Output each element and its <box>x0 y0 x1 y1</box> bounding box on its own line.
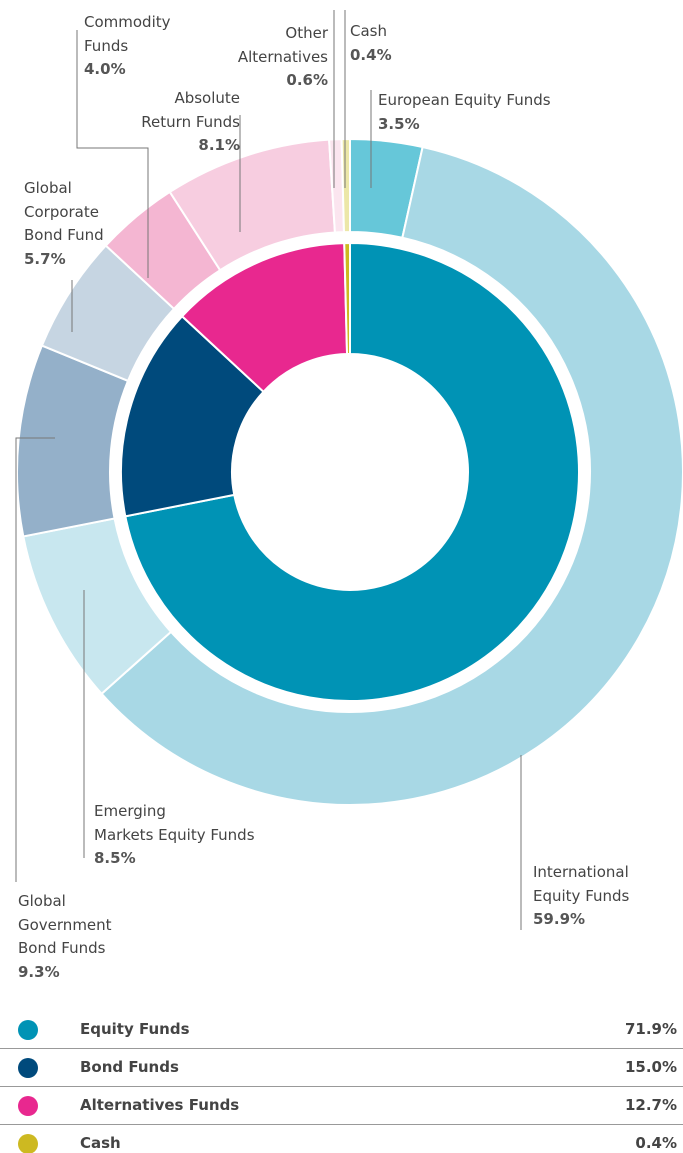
inner-segment <box>120 314 265 518</box>
segment-value: 0.4% <box>350 45 392 64</box>
leader-line <box>76 30 149 278</box>
segment-name: Global Corporate Bond Fund <box>24 179 104 244</box>
legend-name: Cash <box>80 1134 121 1152</box>
segment-label: Commodity Funds 4.0% <box>84 11 171 82</box>
legend-row: Bond Funds 15.0% <box>0 1049 683 1087</box>
segment-label: Global Corporate Bond Fund 5.7% <box>24 177 104 271</box>
segment-label: Absolute Return Funds 8.1% <box>141 87 240 158</box>
segment-value: 8.1% <box>198 136 240 154</box>
legend-name: Bond Funds <box>80 1058 179 1076</box>
legend-name: Alternatives Funds <box>80 1096 240 1114</box>
segment-name: Cash <box>350 22 387 40</box>
segment-label: Other Alternatives 0.6% <box>238 22 328 93</box>
legend-value: 71.9% <box>624 1020 677 1038</box>
inner-segment <box>343 241 351 356</box>
chart <box>15 10 683 930</box>
segment-name: Other Alternatives <box>237 24 328 66</box>
outer-segment <box>340 137 351 234</box>
legend-marker <box>18 1058 38 1078</box>
segment-value: 4.0% <box>84 60 126 78</box>
segment-value: 3.5% <box>378 114 420 133</box>
legend-value: 0.4% <box>635 1134 677 1152</box>
legend-marker <box>18 1020 38 1040</box>
segment-name: Absolute Return Funds <box>141 89 240 131</box>
inner-segment <box>124 241 580 702</box>
segment-name: International Equity Funds <box>533 863 630 905</box>
segment-value: 5.7% <box>24 249 66 268</box>
legend-separator <box>0 1086 683 1087</box>
segment-value: 0.6% <box>286 71 328 89</box>
segment-value: 9.3% <box>18 962 60 981</box>
legend-value: 15.0% <box>624 1058 677 1076</box>
segment-name: Emerging Markets Equity Funds <box>94 802 255 844</box>
legend-row: Cash 0.4% <box>0 1125 683 1153</box>
legend-value: 12.7% <box>624 1096 677 1114</box>
legend-row: Alternatives Funds 12.7% <box>0 1087 683 1125</box>
segment-name: European Equity Funds <box>378 91 551 109</box>
segment-label: International Equity Funds 59.9% <box>533 861 629 932</box>
segment-name: Global Government Bond Funds <box>18 892 112 957</box>
leader-line <box>15 437 55 882</box>
leader-lines <box>15 10 522 930</box>
legend-separator <box>0 1048 683 1049</box>
outer-segment <box>100 145 683 806</box>
legend-row: Equity Funds 71.9% <box>0 1011 683 1049</box>
legend-marker <box>18 1096 38 1116</box>
segment-name: Commodity Funds <box>84 13 171 55</box>
segment-value: 8.5% <box>94 849 136 867</box>
segment-value: 59.9% <box>533 910 586 928</box>
legend-marker <box>18 1134 38 1153</box>
segment-label: Emerging Markets Equity Funds 8.5% <box>94 800 255 871</box>
segment-label: European Equity Funds 3.5% <box>378 89 551 136</box>
segment-label: Global Government Bond Funds 9.3% <box>18 890 112 984</box>
segment-label: Cash 0.4% <box>350 20 392 67</box>
legend-separator <box>0 1124 683 1125</box>
legend-name: Equity Funds <box>80 1020 190 1038</box>
